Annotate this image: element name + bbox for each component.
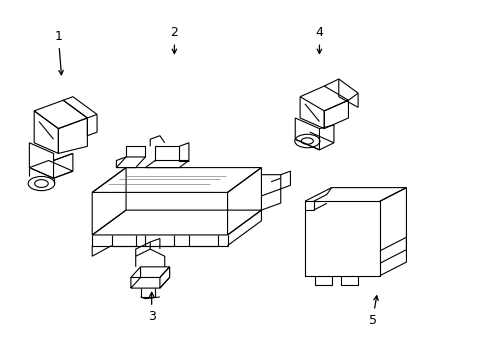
Text: 4: 4 [315, 26, 323, 54]
Text: 2: 2 [170, 26, 178, 54]
Text: 1: 1 [54, 30, 63, 75]
Text: 5: 5 [368, 296, 377, 327]
Text: 3: 3 [147, 292, 155, 323]
